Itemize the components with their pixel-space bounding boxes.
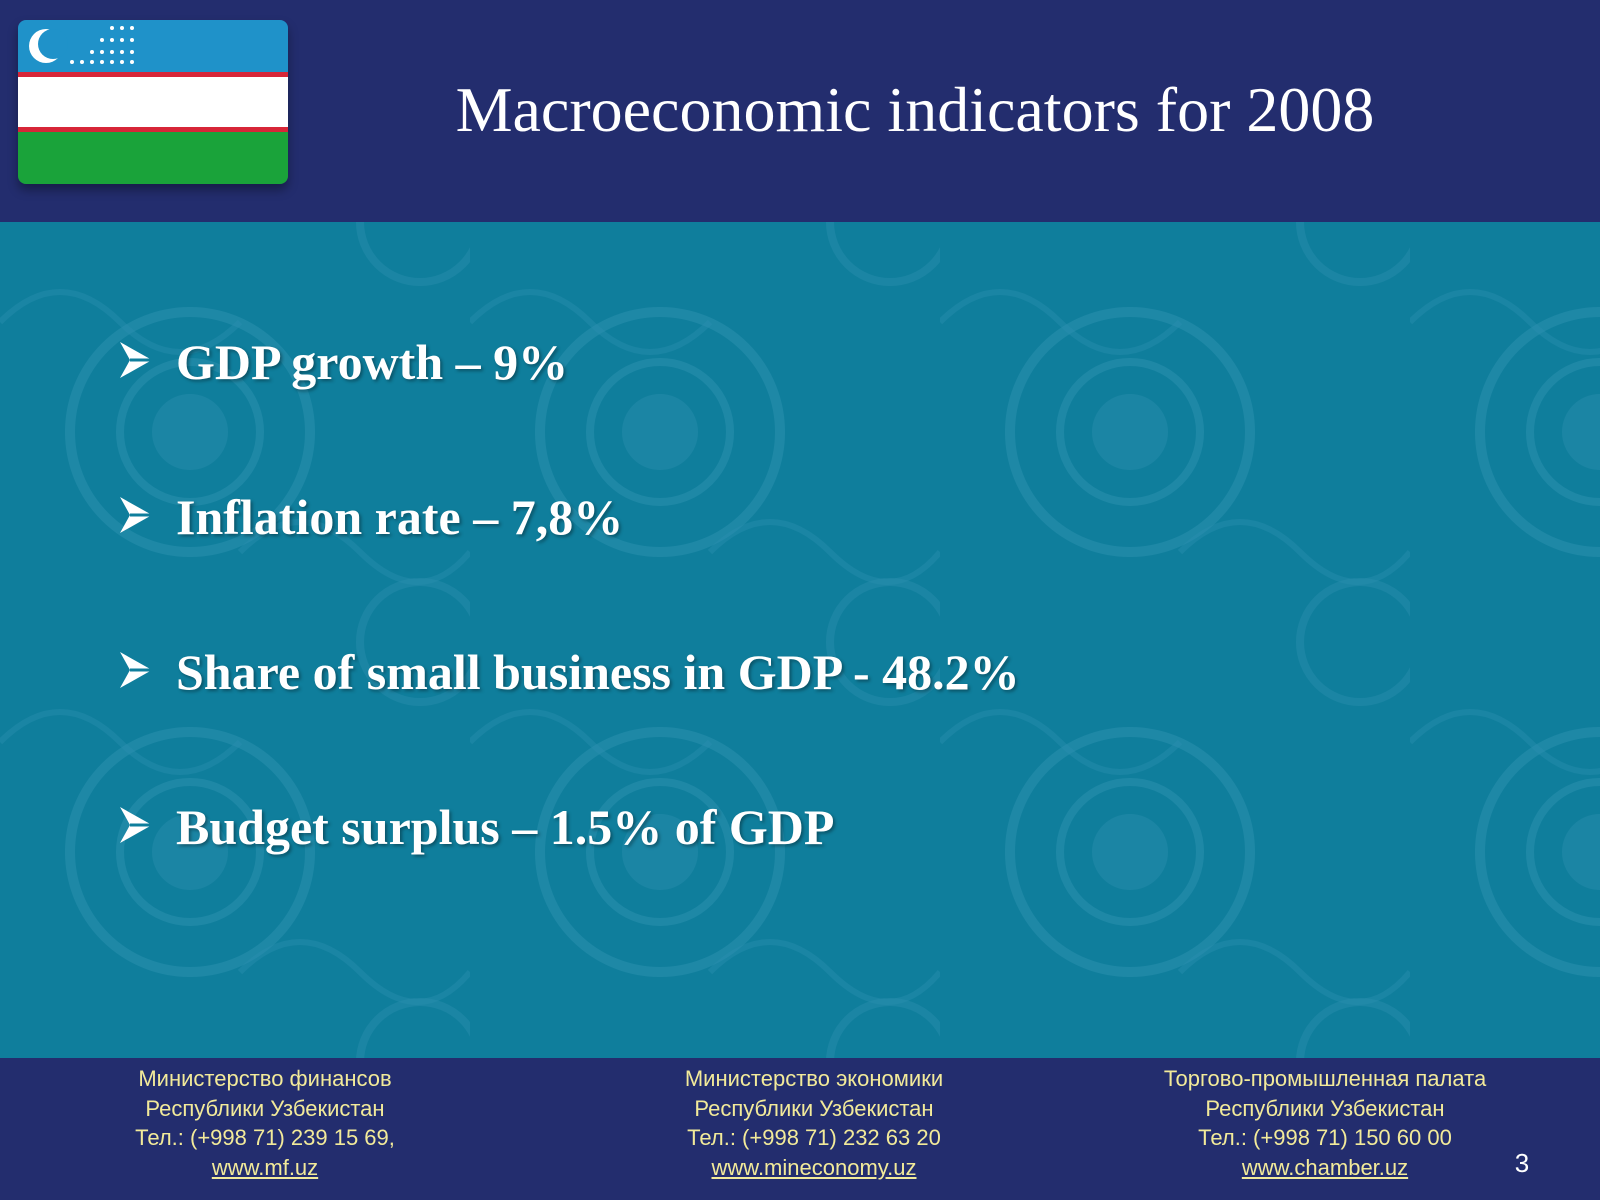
contact-website-link[interactable]: www.mf.uz	[211, 1154, 319, 1180]
arrow-bullet-icon	[120, 342, 152, 378]
contact-ministry-finance: Министерство финансов Республики Узбекис…	[45, 1064, 485, 1182]
bullet-text: Budget surplus – 1.5% of GDP	[176, 799, 835, 855]
contact-chamber-commerce: Торгово-промышленная палата Республики У…	[1105, 1064, 1545, 1182]
contact-name: Торгово-промышленная палата	[1163, 1066, 1487, 1091]
slide-footer: Министерство финансов Республики Узбекис…	[0, 1058, 1600, 1200]
contact-website-link[interactable]: www.chamber.uz	[1241, 1154, 1409, 1180]
slide-header: Macroeconomic indicators for 2008	[0, 0, 1600, 222]
arrow-bullet-icon	[120, 807, 152, 843]
bullet-text: Share of small business in GDP - 48.2%	[176, 644, 1020, 700]
contact-phone: Тел.: (+998 71) 150 60 00	[1198, 1125, 1452, 1150]
arrow-bullet-icon	[120, 497, 152, 533]
bullet-text: Inflation rate – 7,8%	[176, 489, 624, 545]
contact-country: Республики Узбекистан	[694, 1095, 934, 1121]
bullet-text: GDP growth – 9%	[176, 334, 569, 390]
slide-title: Macroeconomic indicators for 2008	[455, 74, 1375, 145]
slide-content: GDP growth – 9% Inflation rate – 7,8% Sh…	[0, 222, 1600, 1058]
ornament-background	[0, 222, 1600, 1058]
contact-country: Республики Узбекистан	[145, 1095, 385, 1121]
contact-name: Министерство экономики	[684, 1066, 944, 1091]
contact-ministry-economy: Министерство экономики Республики Узбеки…	[594, 1064, 1034, 1182]
contact-phone: Тел.: (+998 71) 232 63 20	[687, 1125, 941, 1150]
contact-phone: Тел.: (+998 71) 239 15 69,	[135, 1125, 395, 1150]
arrow-bullet-icon	[120, 652, 152, 688]
uzbekistan-flag-icon	[18, 20, 288, 184]
contact-country: Республики Узбекистан	[1205, 1095, 1445, 1121]
contact-name: Министерство финансов	[138, 1066, 392, 1091]
contact-website-link[interactable]: www.mineconomy.uz	[711, 1154, 917, 1180]
page-number: 3	[1514, 1148, 1530, 1178]
